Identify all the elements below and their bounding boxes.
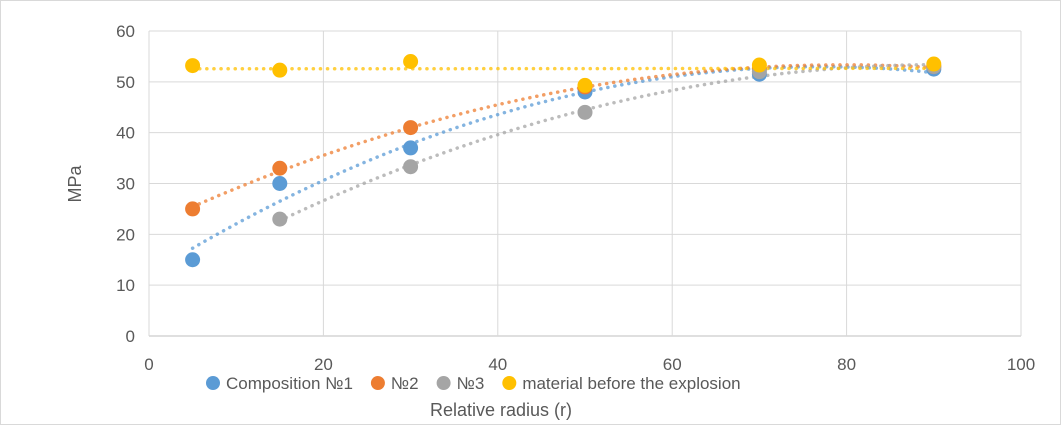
data-point <box>185 201 200 216</box>
y-tick-label: 20 <box>116 225 135 244</box>
y-tick-label: 60 <box>116 22 135 41</box>
legend-label: Composition №1 <box>226 374 353 393</box>
data-point <box>403 159 418 174</box>
legend-marker <box>206 376 220 390</box>
y-tick-label: 10 <box>116 276 135 295</box>
y-tick-label: 40 <box>116 124 135 143</box>
trendline <box>193 65 934 207</box>
x-tick-label: 0 <box>144 355 153 374</box>
data-point <box>403 120 418 135</box>
legend-label: №3 <box>457 374 485 393</box>
data-point <box>752 58 767 73</box>
y-tick-label: 30 <box>116 175 135 194</box>
data-point <box>185 58 200 73</box>
data-point <box>272 63 287 78</box>
x-tick-label: 80 <box>837 355 856 374</box>
legend-marker <box>437 376 451 390</box>
x-tick-label: 60 <box>663 355 682 374</box>
data-points <box>185 54 941 267</box>
x-tick-label: 100 <box>1007 355 1035 374</box>
trendline <box>193 67 934 249</box>
trendlines <box>193 65 934 249</box>
x-axis-label: Relative radius (r) <box>430 400 572 420</box>
data-point <box>578 105 593 120</box>
legend: Composition №1 №2 №3 material before the ex… <box>206 374 741 393</box>
x-tick-label: 20 <box>314 355 333 374</box>
data-point <box>272 161 287 176</box>
data-point <box>272 176 287 191</box>
legend-label: material before the explosion <box>522 374 740 393</box>
data-point <box>272 212 287 227</box>
data-point <box>403 54 418 69</box>
legend-label: №2 <box>391 374 419 393</box>
legend-marker <box>371 376 385 390</box>
axes: 0 10 20 30 40 50 60 0 20 40 60 80 100 <box>116 22 1035 374</box>
y-axis-label: MPa <box>65 165 85 203</box>
data-point <box>926 57 941 72</box>
data-point <box>185 252 200 267</box>
data-point <box>578 78 593 93</box>
y-tick-label: 0 <box>126 327 135 346</box>
y-tick-label: 50 <box>116 73 135 92</box>
legend-marker <box>502 376 516 390</box>
x-tick-label: 40 <box>488 355 507 374</box>
data-point <box>403 140 418 155</box>
